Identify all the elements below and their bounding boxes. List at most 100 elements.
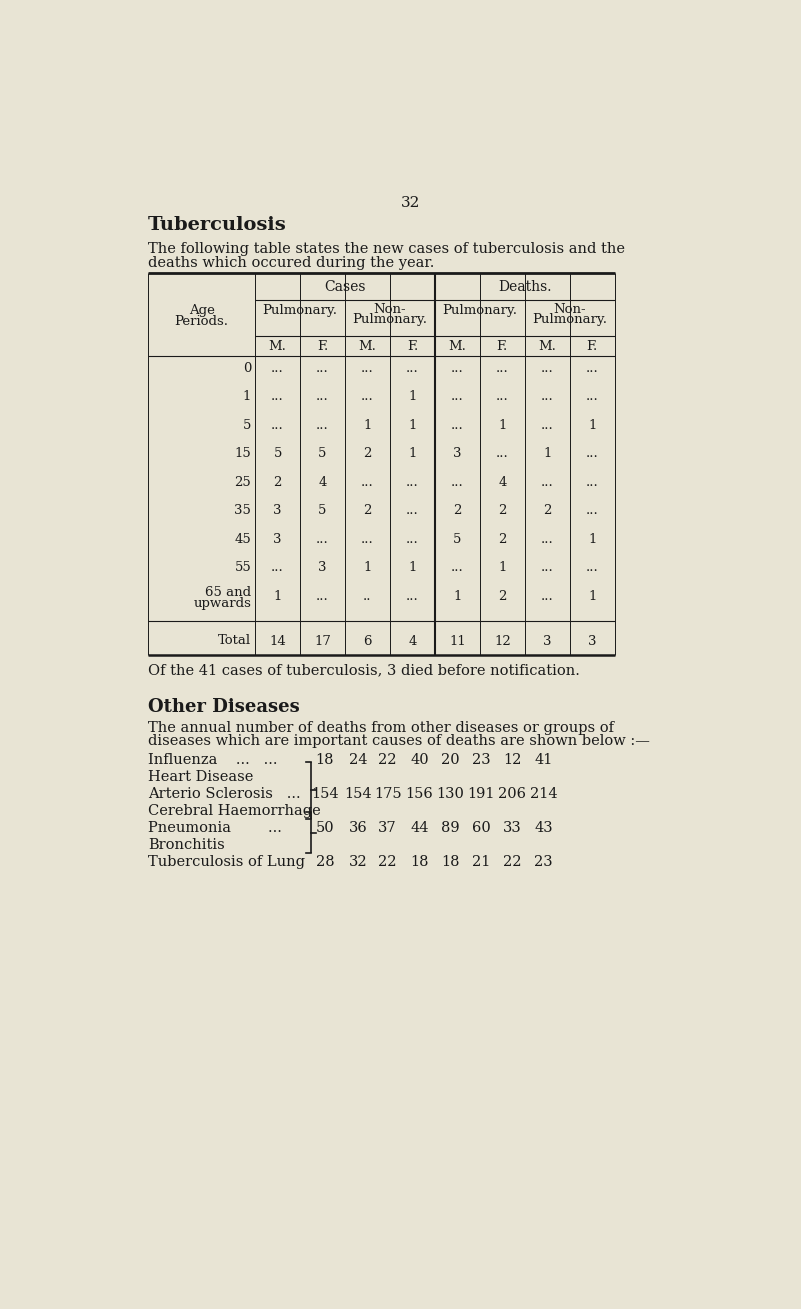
Text: 5: 5 bbox=[318, 448, 327, 461]
Text: Influenza    ...   ...: Influenza ... ... bbox=[148, 753, 278, 767]
Text: 175: 175 bbox=[374, 787, 401, 801]
Text: 2: 2 bbox=[498, 533, 506, 546]
Text: ...: ... bbox=[541, 476, 553, 488]
Text: ...: ... bbox=[272, 390, 284, 403]
Text: 0: 0 bbox=[243, 361, 252, 374]
Text: ...: ... bbox=[586, 476, 598, 488]
Text: Pulmonary.: Pulmonary. bbox=[533, 313, 607, 326]
Text: 1: 1 bbox=[273, 590, 282, 603]
Text: F.: F. bbox=[586, 339, 598, 352]
Text: F.: F. bbox=[317, 339, 328, 352]
Text: 50: 50 bbox=[316, 821, 334, 835]
Text: 1: 1 bbox=[498, 562, 506, 575]
Text: 89: 89 bbox=[441, 821, 460, 835]
Text: 191: 191 bbox=[468, 787, 495, 801]
Text: 28: 28 bbox=[316, 855, 334, 869]
Text: Pneumonia        ...: Pneumonia ... bbox=[148, 821, 282, 835]
Text: 154: 154 bbox=[311, 787, 339, 801]
Text: diseases which are important causes of deaths are shown below :—: diseases which are important causes of d… bbox=[148, 734, 650, 747]
Text: Deaths.: Deaths. bbox=[498, 280, 552, 293]
Text: Bronchitis: Bronchitis bbox=[148, 838, 225, 852]
Text: ...: ... bbox=[496, 448, 509, 461]
Text: F.: F. bbox=[407, 339, 418, 352]
Text: Age: Age bbox=[189, 304, 215, 317]
Text: 3: 3 bbox=[273, 504, 282, 517]
Text: ...: ... bbox=[451, 562, 464, 575]
Text: 5: 5 bbox=[453, 533, 461, 546]
Text: 36: 36 bbox=[348, 821, 368, 835]
Text: Cases: Cases bbox=[324, 280, 366, 293]
Text: 2: 2 bbox=[543, 504, 551, 517]
Text: ...: ... bbox=[316, 390, 329, 403]
Text: 1: 1 bbox=[409, 419, 417, 432]
Text: M.: M. bbox=[449, 339, 466, 352]
Text: 21: 21 bbox=[473, 855, 490, 869]
Text: 23: 23 bbox=[534, 855, 553, 869]
Text: Other Diseases: Other Diseases bbox=[148, 698, 300, 716]
Text: ...: ... bbox=[586, 448, 598, 461]
Text: 1: 1 bbox=[364, 419, 372, 432]
Text: ...: ... bbox=[361, 476, 374, 488]
Text: M.: M. bbox=[538, 339, 556, 352]
Text: M.: M. bbox=[268, 339, 287, 352]
Text: F.: F. bbox=[497, 339, 508, 352]
Text: 1: 1 bbox=[588, 590, 597, 603]
Text: M.: M. bbox=[359, 339, 376, 352]
Text: 44: 44 bbox=[410, 821, 429, 835]
Text: ...: ... bbox=[361, 533, 374, 546]
Text: 2: 2 bbox=[273, 476, 282, 488]
Text: ...: ... bbox=[496, 390, 509, 403]
Text: ...: ... bbox=[586, 504, 598, 517]
Text: ...: ... bbox=[451, 361, 464, 374]
Text: 6: 6 bbox=[363, 635, 372, 648]
Text: Tuberculosis: Tuberculosis bbox=[148, 216, 287, 233]
Text: 1: 1 bbox=[364, 562, 372, 575]
Text: 45: 45 bbox=[235, 533, 252, 546]
Text: 41: 41 bbox=[534, 753, 553, 767]
Text: ...: ... bbox=[272, 562, 284, 575]
Text: ...: ... bbox=[541, 562, 553, 575]
Text: ...: ... bbox=[272, 361, 284, 374]
Text: 4: 4 bbox=[409, 635, 417, 648]
Text: 22: 22 bbox=[378, 753, 397, 767]
Text: ...: ... bbox=[316, 590, 329, 603]
Text: 3: 3 bbox=[273, 533, 282, 546]
Text: 2: 2 bbox=[498, 590, 506, 603]
Text: Periods.: Periods. bbox=[175, 315, 228, 329]
Text: Pulmonary.: Pulmonary. bbox=[442, 304, 517, 317]
Text: 156: 156 bbox=[405, 787, 433, 801]
Text: ...: ... bbox=[541, 533, 553, 546]
Text: ...: ... bbox=[406, 590, 419, 603]
Text: 24: 24 bbox=[349, 753, 368, 767]
Text: 20: 20 bbox=[441, 753, 460, 767]
Text: 5: 5 bbox=[273, 448, 282, 461]
Text: ...: ... bbox=[451, 390, 464, 403]
Text: 154: 154 bbox=[344, 787, 372, 801]
Text: 12: 12 bbox=[503, 753, 521, 767]
Text: ...: ... bbox=[586, 562, 598, 575]
Text: 37: 37 bbox=[378, 821, 397, 835]
Text: 35: 35 bbox=[235, 504, 252, 517]
Text: 1: 1 bbox=[588, 533, 597, 546]
Text: 5: 5 bbox=[318, 504, 327, 517]
Text: ...: ... bbox=[361, 361, 374, 374]
Text: 18: 18 bbox=[316, 753, 334, 767]
Text: 214: 214 bbox=[529, 787, 557, 801]
Text: 22: 22 bbox=[378, 855, 397, 869]
Text: 3: 3 bbox=[453, 448, 461, 461]
Text: ...: ... bbox=[586, 361, 598, 374]
Text: 22: 22 bbox=[503, 855, 521, 869]
Text: Tuberculosis of Lung: Tuberculosis of Lung bbox=[148, 855, 305, 869]
Text: 1: 1 bbox=[543, 448, 551, 461]
Text: 12: 12 bbox=[494, 635, 511, 648]
Text: 32: 32 bbox=[400, 195, 420, 209]
Text: 15: 15 bbox=[235, 448, 252, 461]
Text: ...: ... bbox=[541, 361, 553, 374]
Text: Pulmonary.: Pulmonary. bbox=[263, 304, 337, 317]
Text: 2: 2 bbox=[364, 504, 372, 517]
Text: Non-: Non- bbox=[373, 302, 406, 315]
Text: Heart Disease: Heart Disease bbox=[148, 770, 254, 784]
Text: ...: ... bbox=[316, 361, 329, 374]
Text: ...: ... bbox=[541, 419, 553, 432]
Text: 1: 1 bbox=[588, 419, 597, 432]
